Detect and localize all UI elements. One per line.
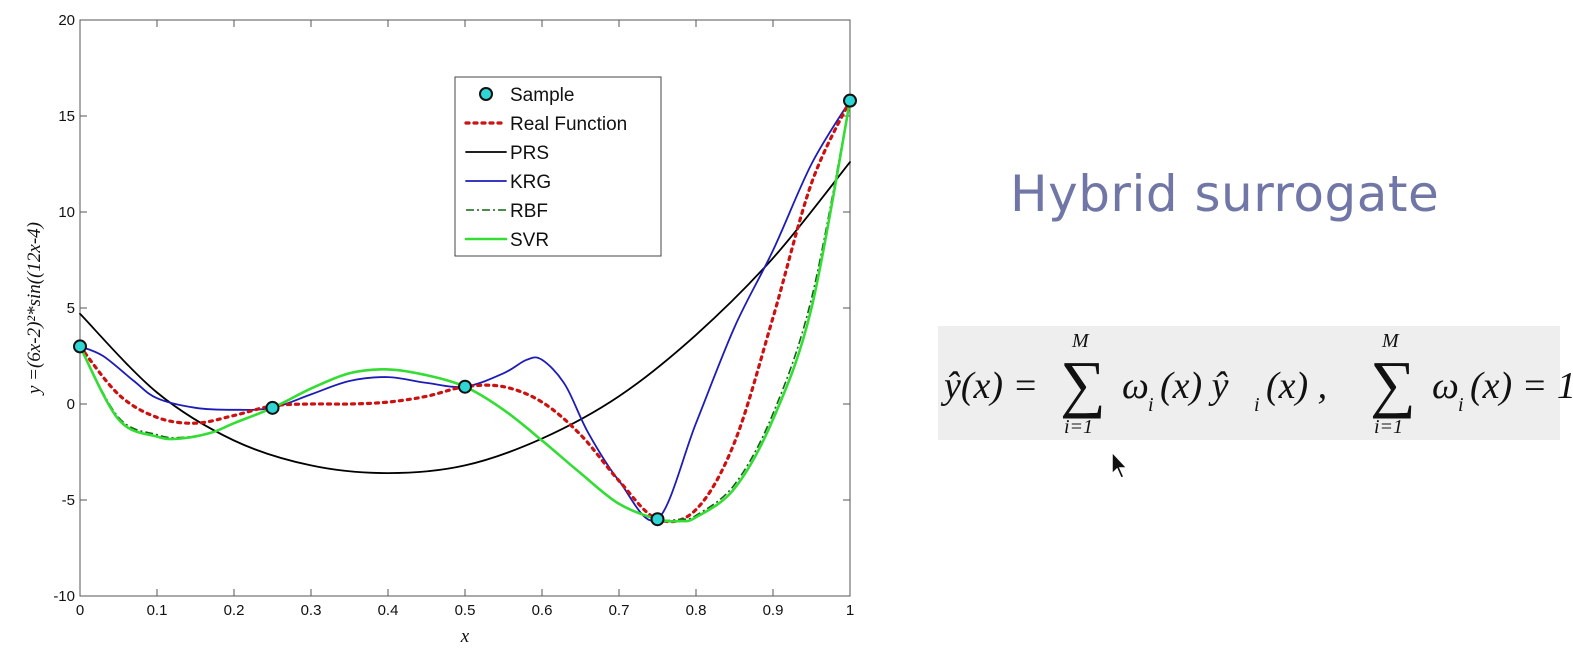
x-tick-label: 0.4	[378, 602, 399, 619]
x-tick-label: 0	[76, 602, 84, 619]
formula-omega2-sub: i	[1458, 394, 1464, 416]
formula-omega1-sub: i	[1148, 394, 1154, 416]
formula-sum2-lower: i=1	[1374, 416, 1404, 438]
x-axis-title: x	[460, 626, 470, 647]
formula-term2-end: (x) = 1	[1470, 365, 1573, 407]
series-line-krg	[79, 99, 851, 522]
legend-label: Sample	[510, 85, 574, 106]
legend-label: SVR	[510, 230, 549, 251]
x-tick-label: 0.3	[301, 602, 322, 619]
sigma-icon: ∑	[1060, 348, 1106, 419]
sample-markers	[73, 93, 857, 527]
legend-label: RBF	[510, 201, 548, 222]
x-tick-label: 0.1	[147, 602, 168, 619]
y-tick-label: 20	[58, 12, 75, 29]
surrogate-chart: 0 0.1 0.2 0.3 0.4 0.5 0.6 0.7 0.8 0.9 1 -10 -5 0 5 10 15…	[24, 12, 857, 647]
mouse-cursor-icon	[1111, 450, 1129, 479]
sample-point	[650, 512, 665, 527]
sample-point	[73, 339, 87, 354]
hybrid-formula: ŷ(x) = M ∑ i=1 ω i (x) ŷ i (x) , M ∑ i=1…	[938, 326, 1573, 440]
y-tick-label: 10	[58, 204, 75, 221]
y-tick-label: -5	[62, 492, 75, 509]
formula-sum2-upper: M	[1382, 330, 1399, 352]
formula-sum1-upper: M	[1072, 330, 1089, 352]
y-tick-label: -10	[53, 588, 75, 605]
formula-y-sub: i	[1254, 394, 1260, 416]
formula-term1-end: (x) ,	[1266, 365, 1328, 407]
y-tick-label: 15	[58, 108, 75, 125]
series-lines	[78, 99, 852, 524]
x-tick-label: 0.6	[532, 602, 553, 619]
formula-omega1: ω	[1122, 365, 1149, 407]
formula-term1-rest: (x) ŷ	[1160, 365, 1229, 407]
legend-label: Real Function	[510, 114, 627, 135]
x-tick-label: 0.2	[224, 602, 245, 619]
x-tick-label: 0.7	[609, 602, 630, 619]
y-axis-title: y =(6x-2)²*sin((12x-4)	[24, 222, 45, 396]
y-tick-label: 5	[67, 300, 75, 317]
sample-point	[458, 379, 472, 394]
sample-point	[843, 93, 857, 108]
legend: Sample Real Function PRS KRG RBF SVR	[454, 76, 662, 257]
formula-box: ŷ(x) = M ∑ i=1 ω i (x) ŷ i (x) , M ∑ i=1…	[938, 326, 1573, 440]
legend-label: PRS	[510, 143, 549, 164]
legend-box	[454, 76, 662, 257]
sample-point	[265, 400, 280, 415]
series-line-prs	[79, 161, 851, 474]
series-line-real-function	[78, 99, 852, 524]
legend-marker-sample	[479, 87, 493, 101]
x-tick-label: 1	[846, 602, 854, 619]
formula-lhs: ŷ(x) =	[944, 365, 1039, 407]
x-tick-label: 0.5	[455, 602, 476, 619]
x-tick-label: 0.8	[686, 602, 707, 619]
series-line-svr	[78, 99, 852, 523]
formula-sum1-lower: i=1	[1064, 416, 1094, 438]
sigma-icon: ∑	[1370, 348, 1416, 419]
slide-title: Hybrid surrogate	[1010, 165, 1440, 223]
axis-ticks: 0 0.1 0.2 0.3 0.4 0.5 0.6 0.7 0.8 0.9 1 -10 -5 0 5 10 15…	[53, 12, 854, 619]
x-tick-label: 0.9	[763, 602, 784, 619]
formula-omega2: ω	[1432, 365, 1459, 407]
y-tick-label: 0	[67, 396, 75, 413]
legend-label: KRG	[510, 172, 551, 193]
